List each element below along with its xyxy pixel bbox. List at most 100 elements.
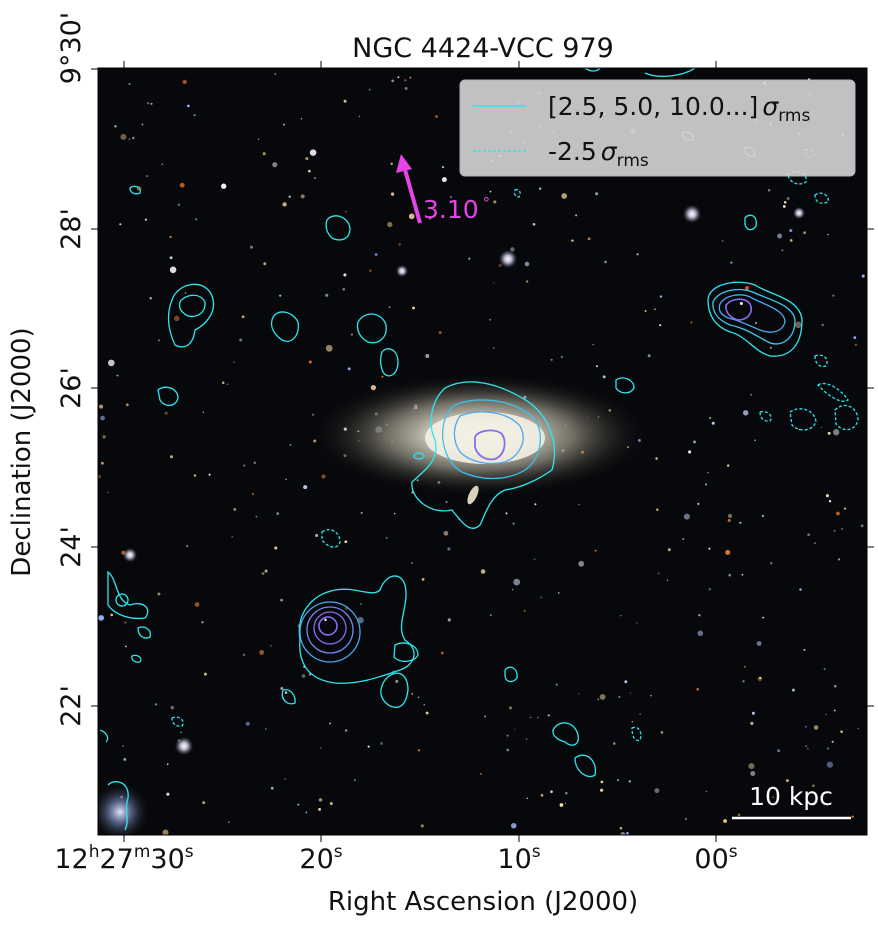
star [754,439,756,442]
star [657,572,660,575]
bright-star [499,250,517,268]
star [300,194,305,199]
star [707,471,709,474]
star [511,588,514,591]
star [385,536,388,539]
star [489,318,492,321]
contour-level [442,399,541,480]
star [599,693,606,700]
star [187,104,190,108]
star [617,779,619,782]
star [150,102,153,105]
star [854,343,858,346]
contour-negative [171,716,184,727]
star [709,417,712,420]
star [785,779,789,783]
star [390,162,393,165]
star [789,228,793,233]
star [98,475,101,479]
star [837,558,841,561]
bright-star [123,548,137,562]
contour-negative [321,528,341,548]
contour-level [453,411,524,465]
star [857,727,860,730]
star [440,651,444,655]
star [468,257,471,260]
star [683,513,690,520]
contour-level [574,754,597,778]
star [745,286,750,291]
star [492,347,495,349]
star [398,243,401,246]
star [506,734,509,737]
star [179,182,185,188]
star [770,562,773,565]
star [110,613,114,617]
contour-level [299,601,361,663]
star [239,338,243,342]
star [861,274,865,278]
star [506,748,510,752]
star [447,547,451,551]
contour-level [178,294,206,318]
star [660,731,664,734]
star [523,609,526,612]
star [834,684,837,688]
contour-level [115,593,129,607]
star [540,793,544,797]
contour-level [744,214,757,231]
star [447,618,451,622]
star [397,76,400,79]
star [241,315,245,319]
star [325,293,329,297]
star [313,177,316,180]
contour-level [325,215,351,241]
contour-level [584,68,601,72]
star [577,693,580,695]
star [301,674,306,678]
contour-level [167,283,215,348]
star [202,801,206,804]
star [270,645,272,647]
star [194,602,200,607]
star [280,598,283,602]
star [578,503,580,506]
star [423,703,426,706]
star [705,790,708,793]
star [329,801,333,806]
star [682,538,685,540]
star [626,831,629,835]
star [374,253,378,256]
star [761,514,765,518]
star [221,183,227,189]
star [789,239,793,242]
contours [99,68,859,831]
star [620,832,626,835]
star [309,149,317,156]
corner-star [98,782,150,835]
legend-solid-label: [2.5, 5.0, 10.0...] σrms [548,92,810,126]
star [690,321,693,324]
star [145,174,149,178]
star [393,512,396,515]
star [300,117,303,120]
star [492,281,495,284]
star [479,773,482,775]
star [360,511,363,514]
star [656,508,659,511]
y-axis-label: Declination (J2000) [7,327,37,576]
star [270,786,274,790]
star [425,711,429,715]
star [555,683,558,686]
star [101,461,104,465]
star [411,561,414,564]
star [705,483,708,486]
star [305,157,309,161]
star [647,354,651,358]
star [654,308,656,311]
star [100,415,106,421]
star [505,512,508,515]
star [318,798,323,802]
star [387,221,393,228]
